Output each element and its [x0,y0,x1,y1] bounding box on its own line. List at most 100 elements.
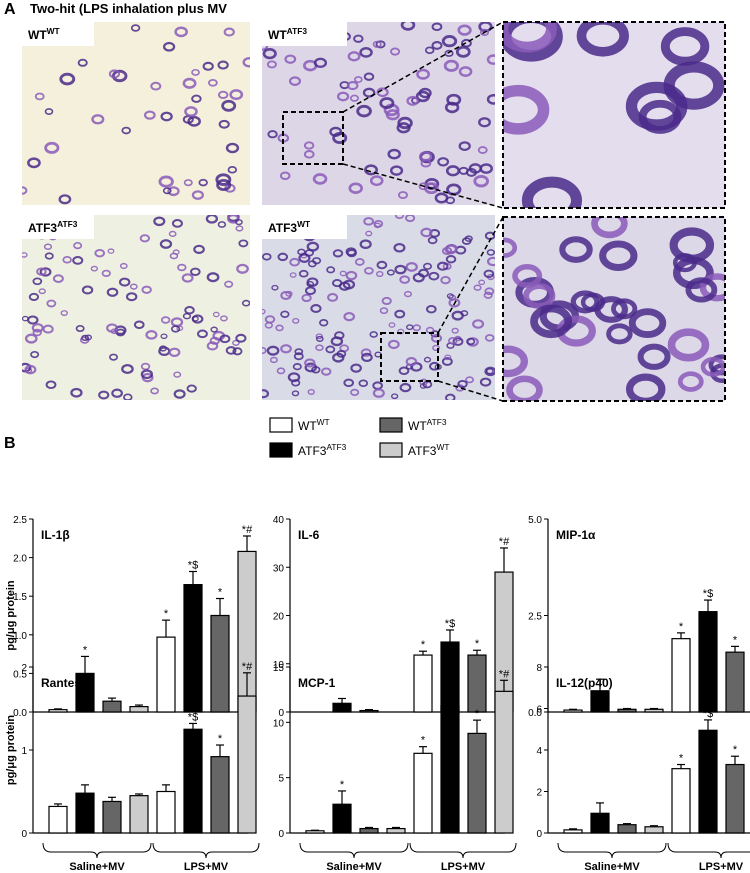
cell [423,262,432,270]
bar [671,638,691,713]
cell [107,248,115,254]
cell [266,60,277,69]
cell [405,357,418,367]
cell [405,215,416,223]
y-tick-label: 15 [273,663,285,674]
cell [191,190,204,200]
cell [359,239,372,250]
cell [218,119,230,129]
cell [458,166,469,175]
cell [197,329,208,339]
zoom-line [342,163,504,209]
cell [276,367,286,375]
cell [84,334,93,341]
zoom-box [380,332,439,382]
cell [304,362,318,373]
legend-label-base: WT [298,419,317,433]
cell [363,217,375,226]
cell [400,22,416,31]
micrograph-bg [22,22,250,205]
cell [235,219,243,226]
cell [22,315,29,322]
bar [413,654,433,713]
bar [210,756,230,834]
legend-label-base: ATF3 [298,444,327,458]
cell [292,363,302,371]
group-bracket [667,842,750,859]
cell [236,263,249,274]
cell [486,54,495,65]
cell [130,24,141,32]
cell [390,47,401,56]
cell [119,262,128,270]
cell [625,81,688,131]
cell [289,257,300,267]
cell [235,225,244,232]
bar [359,827,379,834]
cell [319,319,329,327]
cell [315,333,323,340]
cell [141,285,152,294]
image-label: ATF3ATF3 [28,219,78,235]
cell [44,108,54,115]
y-tick-label: 4 [536,746,542,757]
cell [241,299,250,307]
y-tick-label: 2.0 [13,554,27,565]
cell [271,284,279,291]
cell [280,310,290,318]
cell [59,72,76,86]
bar [332,803,352,834]
panel-label: A [4,1,16,18]
cell [198,178,208,187]
cell [677,371,704,392]
cell [381,296,392,305]
legend-label-sup: WT [436,442,449,452]
cell [460,310,469,317]
cell [24,364,37,375]
cell [434,192,449,204]
cell [420,158,432,168]
cell [570,290,600,314]
cell [479,28,490,36]
cell [458,141,471,151]
cell [503,22,557,53]
cell [310,304,322,313]
cell [217,60,229,70]
micrographs [22,21,726,402]
y-tick-label: 0 [536,829,542,840]
image-label-base: ATF3 [28,221,57,235]
cell [242,57,250,68]
cell [375,40,386,49]
cell [182,77,197,89]
cell [39,267,52,277]
bar [590,690,610,713]
y-tick-label: 1 [21,746,27,757]
cell [140,362,151,371]
cell [523,283,556,309]
cell [403,290,412,298]
image-label: WTWT [28,26,61,42]
chart-title: IL-6 [298,528,320,542]
cell [424,46,435,55]
cell [306,241,320,252]
cell [418,268,430,278]
image-label-sup: ATF3 [57,219,78,229]
cell [36,267,47,276]
legend-label-sup: ATF3 [427,417,447,427]
cell [227,215,240,224]
cell [445,255,457,264]
cell [45,380,57,390]
label-bg [22,215,94,239]
cell [191,68,200,76]
group-label: LPS+MV [441,861,486,873]
cell [22,186,28,195]
cell [441,35,458,48]
cell [356,104,372,118]
cell [301,293,312,303]
cell [364,266,374,275]
cell [150,81,162,91]
cell [121,126,132,135]
cell [397,191,408,200]
cell [27,157,41,169]
y-tick-label: 10 [273,718,285,729]
